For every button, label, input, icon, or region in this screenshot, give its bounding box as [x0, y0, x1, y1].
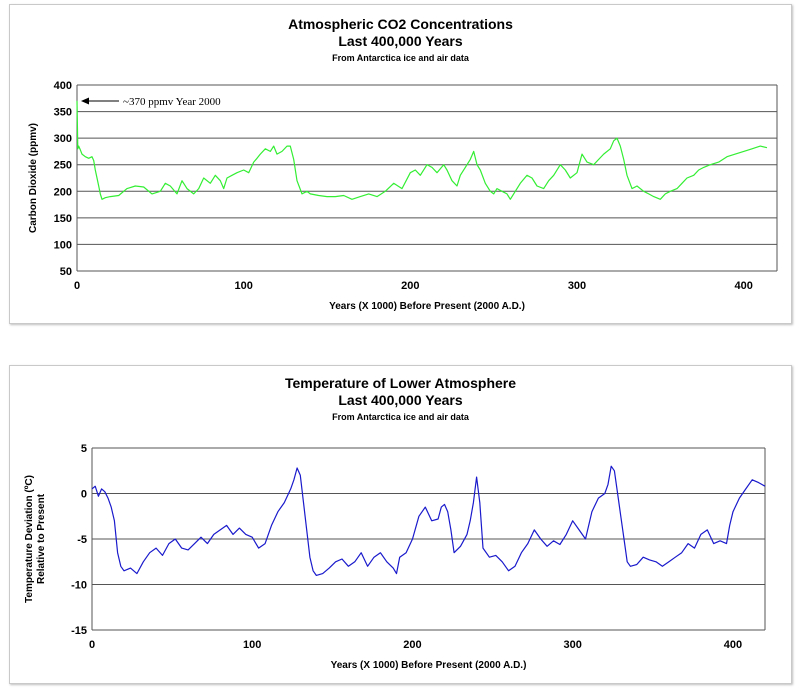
y-tick-label: -10: [71, 580, 87, 592]
x-axis-label: Years (X 1000) Before Present (2000 A.D.…: [331, 660, 527, 671]
y-tick-label: 5: [81, 443, 87, 455]
y-axis-label: Carbon Dioxide (ppmv): [28, 123, 39, 233]
x-tick-label: 0: [89, 639, 95, 651]
temperature-chart-title: Temperature of Lower Atmosphere: [284, 375, 517, 391]
temperature-chart-panel: Temperature of Lower Atmosphere Last 400…: [9, 365, 792, 684]
annotation-arrow-head: [81, 97, 89, 105]
x-tick-label: 300: [564, 639, 582, 651]
x-tick-label: 300: [568, 280, 586, 292]
y-tick-label: 350: [54, 107, 72, 119]
series-line-0: [76, 100, 768, 200]
x-tick-label: 200: [401, 280, 419, 292]
x-tick-label: 400: [724, 639, 742, 651]
co2-chart-source: From Antarctica ice and air data: [332, 53, 469, 63]
co2-chart-subtitle: Last 400,000 Years: [338, 33, 463, 49]
co2-chart-panel: Atmospheric CO2 Concentrations Last 400,…: [9, 4, 792, 324]
y-axis-label: Temperature Deviation (ºC): [24, 475, 35, 603]
temperature-chart-source: From Antarctica ice and air data: [332, 412, 469, 422]
temperature-chart-subtitle: Last 400,000 Years: [338, 392, 463, 408]
co2-chart-title: Atmospheric CO2 Concentrations: [288, 16, 513, 32]
y-tick-label: 50: [60, 266, 72, 278]
series-line-0: [91, 465, 766, 576]
y-tick-label: -15: [71, 625, 87, 637]
y-tick-label: 0: [81, 489, 87, 501]
x-tick-label: 200: [403, 639, 421, 651]
y-tick-label: 150: [54, 213, 72, 225]
x-tick-label: 100: [243, 639, 261, 651]
annotation-label: ~370 ppmv Year 2000: [123, 96, 221, 108]
y-tick-label: 200: [54, 186, 72, 198]
y-tick-label: 250: [54, 160, 72, 172]
x-tick-label: 100: [234, 280, 252, 292]
y-tick-label: -5: [77, 534, 87, 546]
y-axis-label-2: Relative to Present: [36, 493, 47, 584]
y-tick-label: 400: [54, 80, 72, 92]
y-tick-label: 100: [54, 239, 72, 251]
x-axis-label: Years (X 1000) Before Present (2000 A.D.…: [329, 301, 525, 312]
y-tick-label: 300: [54, 133, 72, 145]
x-tick-label: 400: [734, 280, 752, 292]
x-tick-label: 0: [74, 280, 80, 292]
co2-chart-svg: 50 100 150 200 250 300 350 400 0 100 200 300 400 Year…: [28, 80, 778, 312]
